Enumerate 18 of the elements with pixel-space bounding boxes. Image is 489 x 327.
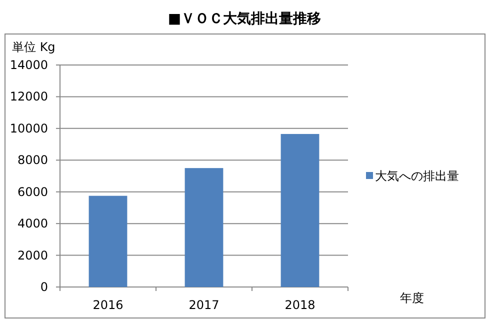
x-tick-label: 2016 — [92, 298, 124, 312]
y-tick-label: 0 — [40, 280, 48, 294]
y-tick-label: 12000 — [10, 90, 48, 104]
chart-title: ■ＶＯＣ大気排出量推移 — [168, 11, 322, 27]
x-tick-label: 2017 — [188, 298, 220, 312]
legend-label: 大気への排出量 — [375, 169, 459, 183]
y-tick-label: 6000 — [17, 184, 48, 199]
y-tick-label: 14000 — [10, 58, 48, 72]
y-tick-label: 2000 — [17, 248, 48, 262]
y-tick-label: 4000 — [17, 216, 48, 231]
y-tick-label: 8000 — [17, 153, 48, 168]
y-tick-label: 10000 — [10, 121, 48, 136]
bar — [280, 134, 320, 287]
bar — [184, 168, 224, 287]
bar — [88, 196, 128, 287]
x-tick-label: 2018 — [284, 298, 316, 312]
x-axis-title: 年度 — [400, 291, 424, 305]
y-axis-title: 単位 Kg — [12, 40, 56, 54]
